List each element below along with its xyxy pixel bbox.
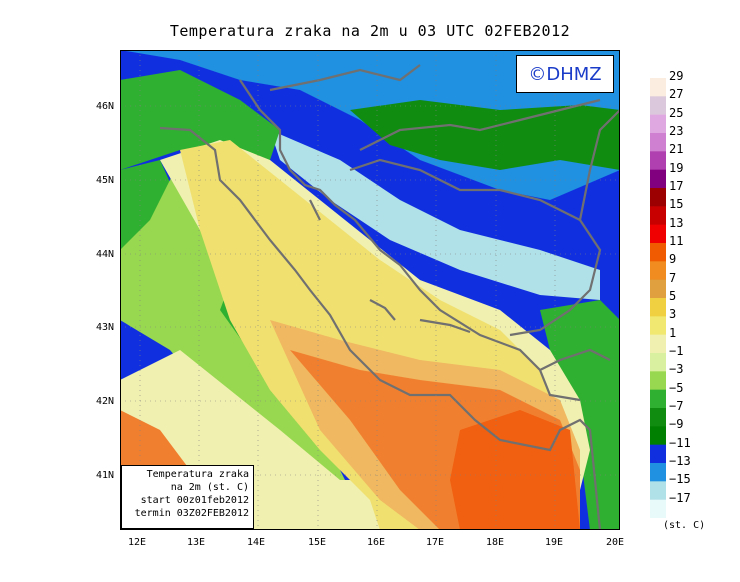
legend-label: 3	[669, 307, 677, 322]
coastlines	[159, 64, 620, 530]
lon-tick-19: 19E	[545, 537, 564, 548]
legend-color-bar	[650, 78, 666, 518]
border-hungary	[359, 98, 601, 151]
legend-swatch	[650, 114, 666, 134]
legend-swatch	[650, 408, 666, 427]
lon-tick-18: 18E	[486, 537, 505, 548]
legend-swatch	[650, 481, 666, 501]
dhmz-logo: ©DHMZ	[516, 55, 614, 93]
legend-swatch	[650, 499, 666, 518]
legend-label: −1	[669, 344, 684, 358]
legend-swatch	[650, 444, 666, 464]
legend-swatch	[650, 224, 666, 244]
legend-swatch	[650, 316, 666, 336]
legend-swatch	[650, 261, 666, 281]
lon-tick-16: 16E	[367, 537, 386, 548]
legend-swatch	[650, 206, 666, 226]
border-slovenia	[269, 64, 421, 92]
legend-label: 17	[669, 179, 684, 193]
info-line-2: na 2m (st. C)	[170, 482, 249, 493]
legend-swatch	[650, 279, 666, 299]
legend-label: −3	[669, 362, 684, 377]
lat-tick-43: 43N	[96, 322, 115, 333]
ice-band	[270, 130, 600, 300]
dark-orange-zone	[450, 410, 580, 530]
pale-green-west	[120, 150, 350, 490]
legend-label: 9	[669, 252, 677, 267]
info-line-4: termin 03Z02FEB2012	[134, 508, 249, 519]
map-title: Temperatura zraka na 2m u 03 UTC 02FEB20…	[169, 22, 571, 40]
legend-swatch	[650, 169, 666, 189]
coastline-croatia	[239, 79, 581, 402]
lat-tick-45: 45N	[96, 175, 115, 186]
lon-tick-13: 13E	[187, 537, 206, 548]
legend-label: −5	[669, 380, 684, 395]
legend-label: −9	[669, 417, 684, 432]
legend-label: −11	[669, 435, 691, 450]
legend-label: 27	[669, 87, 684, 102]
legend-label: 19	[669, 160, 684, 175]
info-line-1: Temperatura zraka	[146, 469, 249, 480]
lon-tick-20: 20E	[606, 537, 625, 548]
west-land-green	[120, 70, 280, 170]
legend-label: −7	[669, 399, 684, 413]
legend-unit: (st. C)	[663, 520, 706, 531]
legend-swatch	[650, 298, 666, 317]
info-box: Temperatura zraka na 2m (st. C) start 00…	[121, 465, 254, 529]
temperature-map	[120, 50, 620, 530]
legend-label: 15	[669, 197, 684, 212]
lat-lon-grid	[120, 50, 620, 530]
border-serbia	[578, 109, 620, 221]
border-montenegro	[539, 348, 611, 371]
lon-tick-14: 14E	[247, 537, 266, 548]
legend-swatch	[650, 463, 666, 482]
island-1	[369, 299, 396, 321]
lon-tick-15: 15E	[308, 537, 327, 548]
legend-label: −17	[669, 490, 691, 505]
border-bosnia	[349, 158, 602, 337]
legend-label: 11	[669, 234, 684, 248]
legend-label: 29	[669, 69, 684, 83]
legend-label: −15	[669, 472, 691, 487]
lon-tick-17: 17E	[426, 537, 445, 548]
legend-swatch	[650, 78, 666, 97]
legend-swatch	[650, 188, 666, 207]
coastline-italy	[159, 126, 602, 530]
legend-label: 23	[669, 124, 684, 138]
info-line-3: start 00z01feb2012	[140, 495, 249, 506]
island-2	[419, 318, 471, 334]
lat-tick-41: 41N	[96, 470, 115, 481]
island-3	[309, 199, 321, 221]
legend-swatch	[650, 353, 666, 372]
lon-tick-12: 12E	[128, 537, 147, 548]
legend-swatch	[650, 389, 666, 409]
legend-swatch	[650, 371, 666, 391]
legend-label: 21	[669, 142, 684, 157]
pannonia-green	[350, 100, 620, 170]
legend-swatch	[650, 243, 666, 262]
legend-swatch	[650, 151, 666, 171]
legend-label: 1	[669, 325, 677, 340]
legend-label: 5	[669, 289, 677, 303]
legend-swatch	[650, 334, 666, 354]
legend-label: 25	[669, 105, 684, 120]
lat-tick-44: 44N	[96, 249, 115, 260]
legend-swatch	[650, 96, 666, 116]
legend-label: 13	[669, 215, 684, 230]
legend-swatch	[650, 133, 666, 152]
legend-label: −13	[669, 454, 691, 468]
lat-tick-46: 46N	[96, 101, 115, 112]
lat-tick-42: 42N	[96, 396, 115, 407]
legend-swatch	[650, 426, 666, 446]
legend-label: 7	[669, 270, 677, 285]
